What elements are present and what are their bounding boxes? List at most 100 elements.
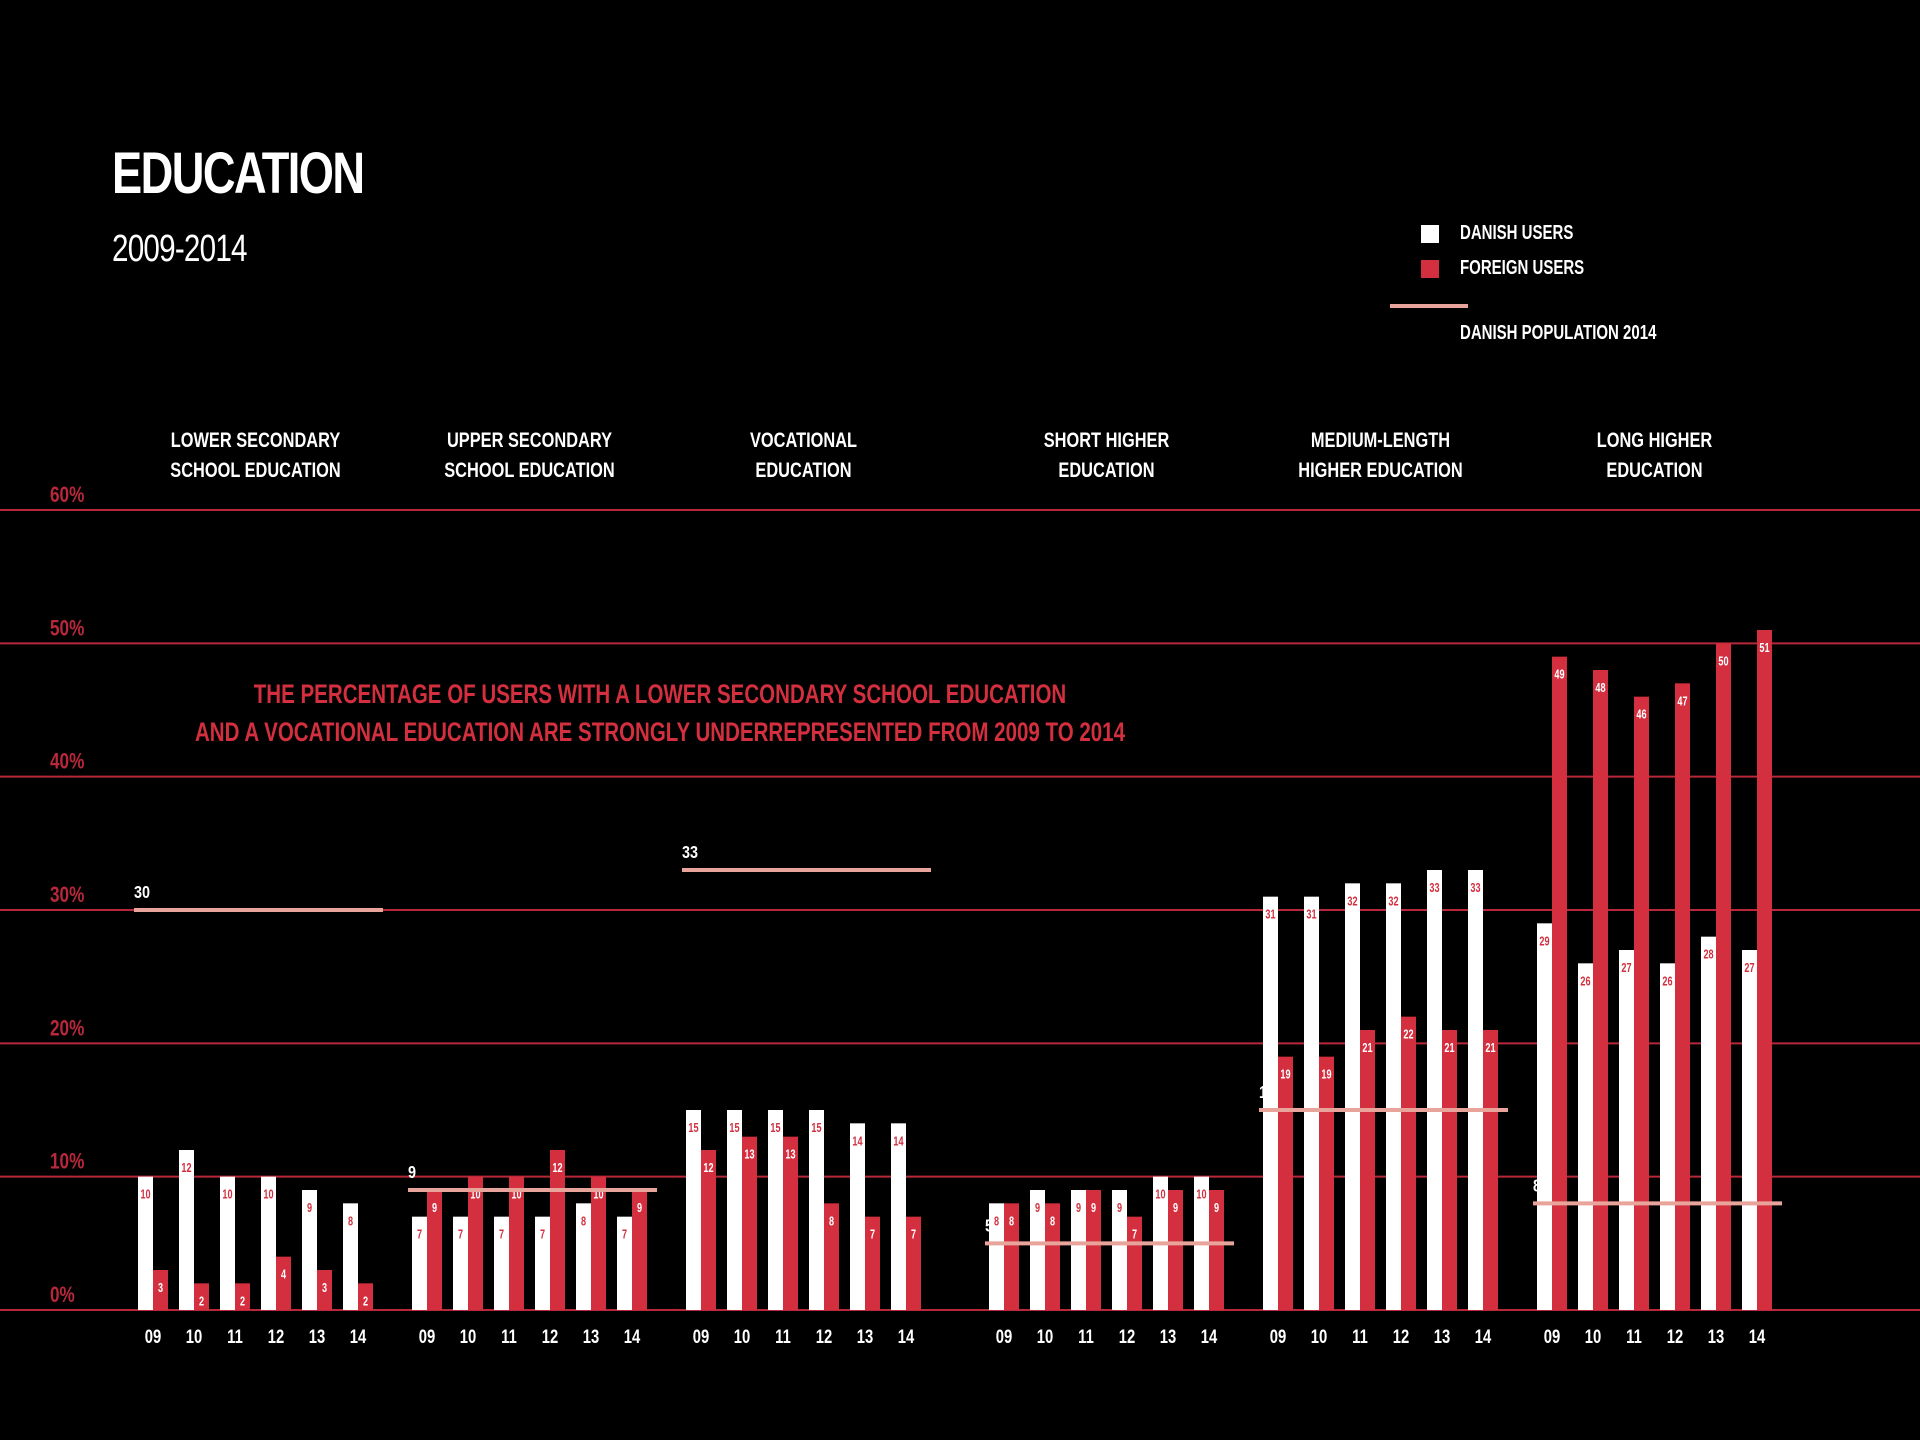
y-tick-label: 30% [50, 883, 85, 908]
data-label-foreign: 7 [870, 1228, 875, 1242]
x-tick-label: 13 [1160, 1326, 1176, 1347]
bar-danish [138, 1176, 153, 1310]
data-label-foreign: 46 [1636, 708, 1646, 722]
data-label-foreign: 4 [281, 1268, 287, 1282]
group-label: SHORT HIGHER [1044, 428, 1170, 451]
data-label-foreign: 2 [199, 1295, 204, 1309]
bar-foreign [1319, 1056, 1334, 1310]
data-label-danish: 32 [1388, 895, 1398, 909]
bar-danish [1030, 1190, 1045, 1310]
x-tick-label: 14 [1749, 1326, 1766, 1347]
group-label: SCHOOL EDUCATION [444, 458, 614, 481]
data-label-foreign: 13 [785, 1148, 795, 1162]
bar-foreign [235, 1283, 250, 1310]
x-tick-label: 11 [1626, 1326, 1642, 1347]
data-label-danish: 10 [222, 1188, 232, 1202]
bar-danish [1619, 950, 1634, 1310]
y-tick-label: 10% [50, 1150, 85, 1175]
data-label-foreign: 10 [511, 1188, 521, 1202]
data-label-foreign: 3 [322, 1282, 327, 1296]
data-label-foreign: 19 [1321, 1068, 1331, 1082]
bar-danish [343, 1203, 358, 1310]
data-label-danish: 14 [852, 1135, 863, 1149]
data-label-foreign: 50 [1718, 655, 1728, 669]
data-label-danish: 9 [1035, 1202, 1040, 1216]
data-label-foreign: 13 [744, 1148, 754, 1162]
bar-foreign [824, 1203, 839, 1310]
x-tick-label: 09 [145, 1326, 161, 1347]
x-tick-label: 14 [1201, 1326, 1218, 1347]
bar-foreign [1209, 1190, 1224, 1310]
bar-danish [1427, 870, 1442, 1310]
bar-foreign [1483, 1030, 1498, 1310]
data-label-foreign: 10 [470, 1188, 480, 1202]
bar-foreign [276, 1256, 291, 1310]
data-label-danish: 26 [1662, 975, 1672, 989]
annotation-line-1: THE PERCENTAGE OF USERS WITH A LOWER SEC… [253, 679, 1067, 709]
x-tick-label: 09 [1544, 1326, 1560, 1347]
data-label-danish: 7 [499, 1228, 504, 1242]
x-tick-label: 12 [268, 1326, 284, 1347]
data-label-danish: 27 [1744, 962, 1754, 976]
x-tick-label: 10 [186, 1326, 202, 1347]
data-label-danish: 8 [348, 1215, 353, 1229]
bar-danish [617, 1216, 632, 1310]
bar-danish [535, 1216, 550, 1310]
x-tick-label: 13 [1434, 1326, 1450, 1347]
bar-danish [686, 1110, 701, 1310]
group-label: HIGHER EDUCATION [1298, 458, 1462, 481]
data-label-foreign: 19 [1280, 1068, 1290, 1082]
bar-danish [1304, 896, 1319, 1310]
bar-foreign [1086, 1190, 1101, 1310]
x-tick-label: 14 [1475, 1326, 1492, 1347]
bar-danish [302, 1190, 317, 1310]
bar-foreign [1127, 1216, 1142, 1310]
data-label-danish: 29 [1539, 935, 1549, 949]
x-tick-label: 12 [816, 1326, 832, 1347]
bar-danish [261, 1176, 276, 1310]
data-label-danish: 10 [1196, 1188, 1206, 1202]
x-tick-label: 11 [501, 1326, 517, 1347]
bar-danish [850, 1123, 865, 1310]
x-tick-label: 13 [309, 1326, 325, 1347]
bar-foreign [1593, 670, 1608, 1310]
data-label-foreign: 7 [911, 1228, 916, 1242]
bar-foreign [1675, 683, 1690, 1310]
bar-foreign [1552, 656, 1567, 1310]
x-tick-label: 09 [1270, 1326, 1286, 1347]
data-label-danish: 33 [1470, 882, 1480, 896]
data-label-foreign: 2 [240, 1295, 245, 1309]
bar-danish [891, 1123, 906, 1310]
chart-subtitle: 2009-2014 [112, 228, 248, 270]
bar-danish [412, 1216, 427, 1310]
data-label-danish: 7 [540, 1228, 545, 1242]
bar-danish [453, 1216, 468, 1310]
x-tick-label: 11 [1078, 1326, 1094, 1347]
x-tick-label: 09 [693, 1326, 709, 1347]
legend-swatch-danish [1421, 225, 1439, 243]
group-label: EDUCATION [1058, 458, 1154, 481]
bar-danish [494, 1216, 509, 1310]
bar-danish [768, 1110, 783, 1310]
bar-foreign [1442, 1030, 1457, 1310]
bar-danish [1071, 1190, 1086, 1310]
x-tick-label: 09 [419, 1326, 435, 1347]
bar-foreign [153, 1270, 168, 1310]
data-label-danish: 15 [811, 1122, 821, 1136]
data-label-foreign: 9 [1173, 1202, 1178, 1216]
data-label-danish: 9 [1117, 1202, 1122, 1216]
legend-label-population: DANISH POPULATION 2014 [1460, 322, 1657, 344]
group-label: EDUCATION [755, 458, 851, 481]
legend-label-danish: DANISH USERS [1460, 222, 1574, 244]
data-label-foreign: 8 [1009, 1215, 1014, 1229]
bar-foreign [1360, 1030, 1375, 1310]
population-label: 33 [682, 843, 698, 863]
group-label: VOCATIONAL [750, 428, 857, 451]
bar-foreign [358, 1283, 373, 1310]
x-tick-label: 11 [775, 1326, 791, 1347]
group-label: SCHOOL EDUCATION [170, 458, 340, 481]
x-tick-label: 14 [898, 1326, 915, 1347]
x-tick-label: 14 [624, 1326, 641, 1347]
bar-foreign [742, 1136, 757, 1310]
